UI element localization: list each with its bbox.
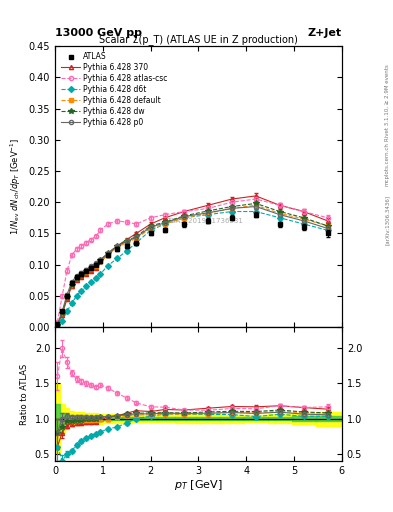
Text: Z+Jet: Z+Jet [308, 28, 342, 38]
Text: [arXiv:1306.3436]: [arXiv:1306.3436] [385, 195, 390, 245]
Title: Scalar Σ(p_T) (ATLAS UE in Z production): Scalar Σ(p_T) (ATLAS UE in Z production) [99, 34, 298, 45]
Text: Rivet 3.1.10, ≥ 2.9M events: Rivet 3.1.10, ≥ 2.9M events [385, 64, 390, 141]
Y-axis label: Ratio to ATLAS: Ratio to ATLAS [20, 364, 29, 424]
Legend: ATLAS, Pythia 6.428 370, Pythia 6.428 atlas-csc, Pythia 6.428 d6t, Pythia 6.428 : ATLAS, Pythia 6.428 370, Pythia 6.428 at… [59, 50, 170, 129]
Y-axis label: $1/N_\mathrm{ev}\ dN_\mathrm{ch}/dp_T\ [\mathrm{GeV}^{-1}]$: $1/N_\mathrm{ev}\ dN_\mathrm{ch}/dp_T\ [… [9, 138, 23, 235]
Text: ATLAS_2019_I1736531: ATLAS_2019_I1736531 [164, 217, 244, 224]
Text: 13000 GeV pp: 13000 GeV pp [55, 28, 142, 38]
Text: mcplots.cern.ch: mcplots.cern.ch [385, 142, 390, 186]
X-axis label: $p_T\ [\mathrm{GeV}]$: $p_T\ [\mathrm{GeV}]$ [174, 478, 223, 493]
